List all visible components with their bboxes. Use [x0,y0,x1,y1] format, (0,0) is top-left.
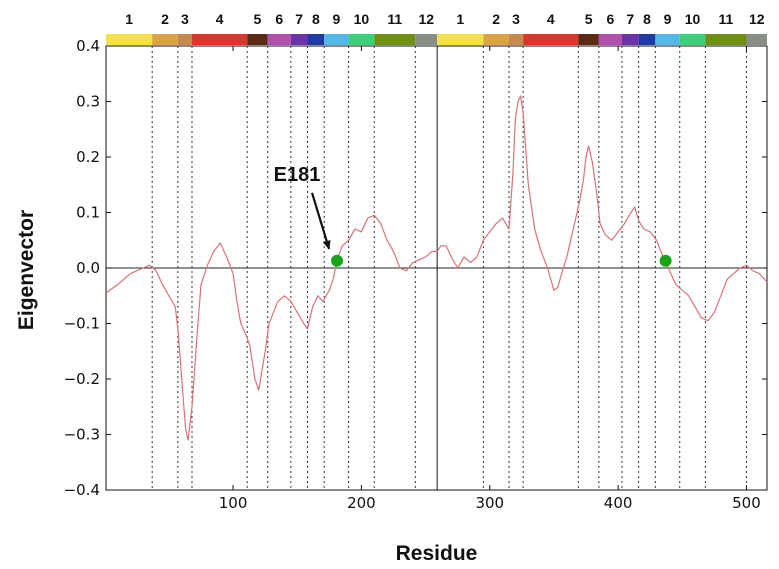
segment-block [483,34,509,45]
annotation-label: E181 [274,164,321,186]
y-tick-label: 0.3 [76,93,100,111]
segment-label: 7 [626,11,634,27]
residue-marker [331,255,343,267]
segment-label: 7 [295,11,303,27]
segment-block [622,34,639,45]
segment-label: 8 [643,11,651,27]
segment-block [578,34,599,45]
residue-markers [331,255,672,267]
segment-label: 9 [664,11,672,27]
segment-block [523,34,578,45]
segment-label: 5 [254,11,262,27]
segment-label: 1 [125,11,133,27]
x-tick-label: 300 [475,494,504,512]
y-tick-label: 0.4 [76,37,100,55]
segment-block [655,34,679,45]
axis-ticks: −0.4 −0.3 −0.2 −0.1 0.0 0.1 0.2 0.3 0.4 100 200 300… [64,37,767,512]
segment-label: 1 [456,11,464,27]
segment-label: 3 [512,11,520,27]
segment-block [437,34,483,45]
segment-label: 3 [181,11,189,27]
segment-label: 8 [312,11,320,27]
segment-block [152,34,178,45]
segment-color-bar [106,34,767,45]
x-tick-label: 500 [732,494,761,512]
y-tick-label: −0.1 [64,315,100,333]
x-tick-label: 100 [219,494,248,512]
x-axis-title: Residue [396,542,478,565]
segment-label: 4 [547,11,555,27]
x-tick-label: 200 [347,494,376,512]
y-tick-label: 0.2 [76,148,100,166]
y-tick-label: 0.0 [76,259,100,277]
segment-block [374,34,415,45]
segment-block [308,34,325,45]
segment-label: 2 [492,11,500,27]
segment-block [268,34,291,45]
segment-block [192,34,247,45]
y-axis-title: Eigenvector [15,210,38,330]
segment-block [639,34,656,45]
residue-marker [660,255,672,267]
segment-block [599,34,622,45]
segment-label: 2 [161,11,169,27]
segment-block [349,34,375,45]
x-tick-label: 400 [604,494,633,512]
segment-block [291,34,308,45]
segment-block [178,34,192,45]
segment-label: 6 [275,11,283,27]
y-tick-label: −0.3 [64,426,100,444]
segment-label: 4 [216,11,224,27]
segment-block [680,34,706,45]
annotations: E181 [274,164,329,249]
y-tick-label: 0.1 [76,204,100,222]
y-tick-label: −0.2 [64,370,100,388]
segment-label: 11 [387,11,402,27]
segment-label: 10 [685,11,701,27]
segment-label: 9 [332,11,340,27]
segment-label: 11 [719,11,734,27]
segment-label: 6 [607,11,615,27]
segment-block [247,34,268,45]
segment-block [415,34,437,45]
segment-block [106,34,152,45]
annotation-arrow [312,193,329,249]
segment-block [746,34,767,45]
segment-block [324,34,348,45]
segment-label: 12 [749,11,765,27]
segment-labels: 1 2 3 4 5 6 7 8 9 10 11 12 1 2 3 4 5 6 7 8 9 10 11 12 [125,11,765,27]
segment-label: 10 [354,11,370,27]
segment-block [705,34,746,45]
segment-label: 12 [418,11,434,27]
y-tick-label: −0.4 [64,481,100,499]
segment-block [509,34,523,45]
segment-label: 5 [585,11,593,27]
